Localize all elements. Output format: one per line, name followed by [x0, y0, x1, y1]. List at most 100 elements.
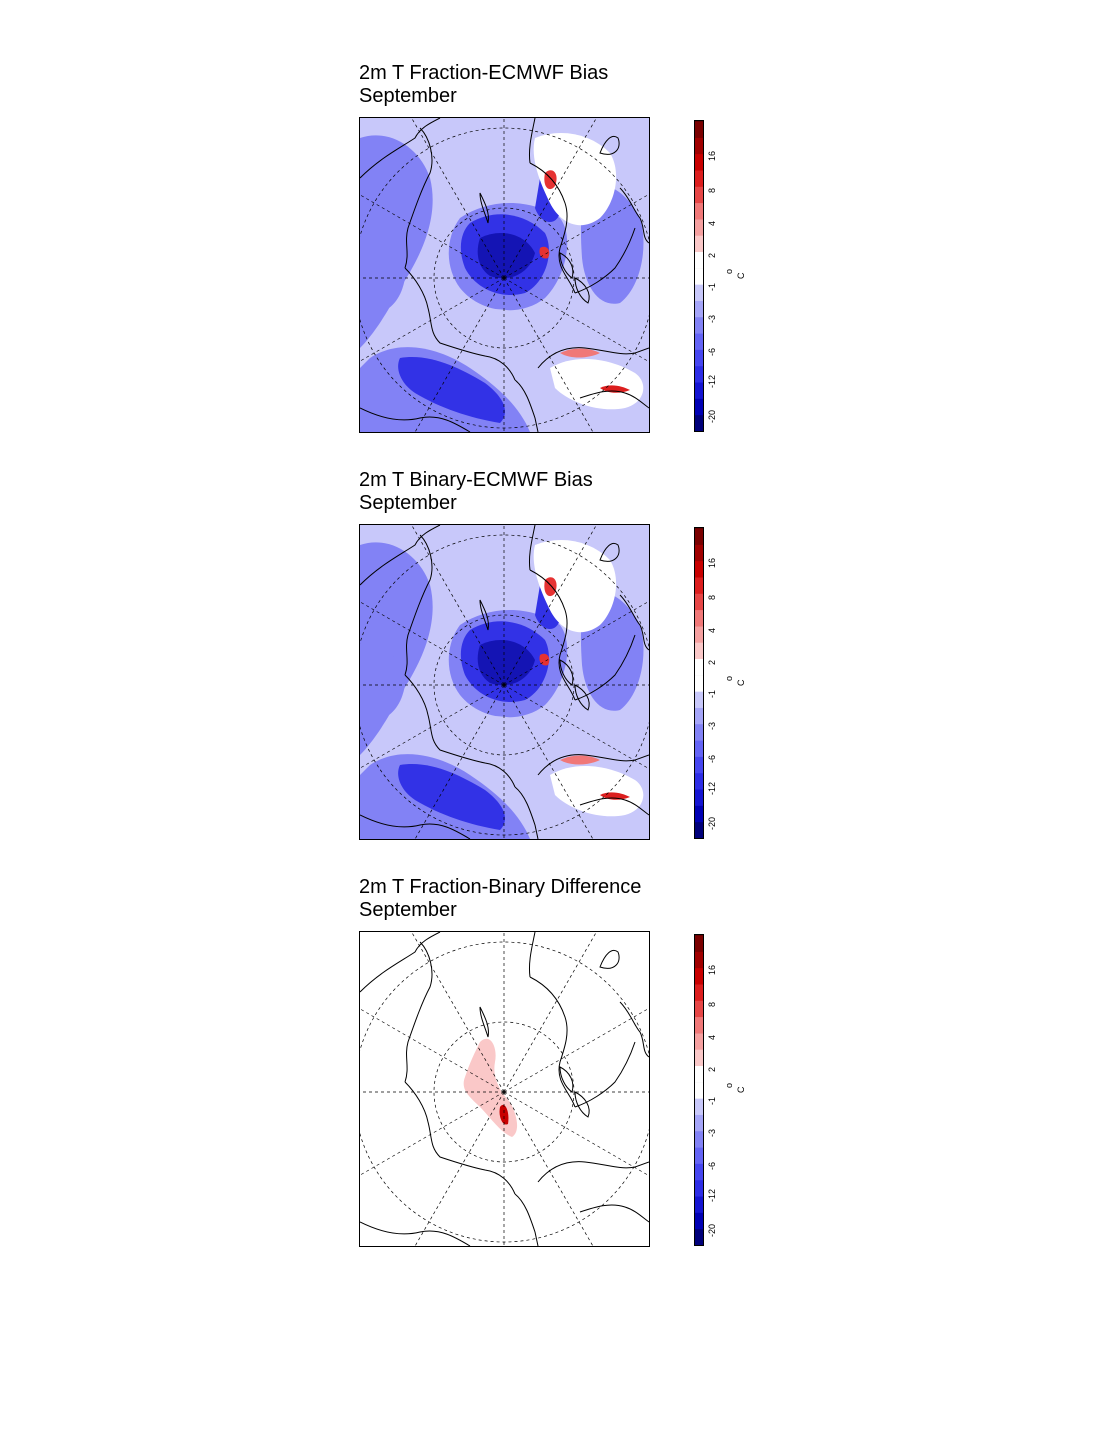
coastline: [559, 252, 574, 279]
coastline: [574, 634, 636, 701]
warm-bias-spot: [544, 577, 557, 597]
colorbar-segment: [695, 1179, 703, 1197]
coastline: [404, 534, 433, 676]
coastline: [404, 1081, 516, 1195]
colorbar-tick-label: 4: [707, 220, 717, 226]
difference-field-base: [360, 932, 649, 1246]
coastline: [574, 1041, 636, 1108]
colorbar-tick-label: 8: [707, 188, 717, 194]
polar-map: [359, 524, 650, 840]
coastline: [537, 754, 649, 776]
colorbar-segment: [695, 1000, 703, 1018]
coastline: [619, 1001, 649, 1058]
colorbar-segment: [695, 267, 703, 285]
colorbar-tick-label: 8: [707, 595, 717, 601]
meridian-line: [503, 600, 649, 686]
colorbar-segment: [695, 576, 703, 594]
colorbar-segment: [695, 707, 703, 725]
coastline: [529, 932, 536, 978]
colorbar-segment: [695, 625, 703, 643]
colorbar-segment: [695, 1065, 703, 1083]
colorbar-tick-label: -6: [707, 1161, 717, 1170]
meridian-line: [411, 932, 505, 1093]
bias-neutral-fill: [533, 540, 617, 633]
colorbar-segment: [695, 642, 703, 660]
coastline: [574, 227, 636, 294]
colorbar-segment: [695, 1163, 703, 1181]
coastline: [599, 542, 620, 562]
coastline: [579, 797, 649, 816]
colorbar-segment: [695, 821, 703, 838]
colorbar-tick-label: 8: [707, 1002, 717, 1008]
coastline: [360, 1221, 471, 1246]
bias-light-fill: [465, 309, 550, 353]
colorbar-tick-label: -3: [707, 722, 717, 731]
coastline: [599, 135, 620, 155]
coastline: [537, 347, 649, 369]
coastline: [360, 932, 441, 993]
coastline: [599, 949, 620, 969]
colorbar-segment: [695, 609, 703, 627]
polar-map: [359, 117, 650, 433]
coastline: [619, 594, 649, 651]
bias-neutral-fill: [533, 133, 617, 226]
colorbar-segment: [695, 593, 703, 611]
coastline: [479, 192, 489, 224]
coastline: [404, 941, 433, 1083]
coastline: [579, 1204, 649, 1223]
colorbar-segment: [695, 740, 703, 757]
colorbar-svg: [695, 121, 703, 431]
colorbar-segment: [695, 414, 703, 431]
colorbar: [694, 120, 704, 432]
panel-fraction-binary-difference: 2m T Fraction-Binary Difference Septembe…: [0, 814, 1105, 1247]
colorbar-tick-label: -3: [707, 315, 717, 324]
colorbar-segment: [695, 121, 703, 138]
colorbar-tick-label: -6: [707, 754, 717, 763]
colorbar: [694, 527, 704, 839]
coastline: [360, 525, 441, 586]
warm-bias-spot: [560, 348, 600, 358]
meridian-line: [360, 1091, 505, 1176]
colorbar-segment: [695, 805, 703, 823]
colorbar-segment: [695, 316, 703, 334]
bias-core-fill: [398, 357, 505, 423]
title-line-2: September: [359, 492, 457, 514]
title-line-1: 2m T Fraction-ECMWF Bias: [359, 62, 609, 84]
map-svg: [360, 932, 649, 1246]
colorbar-unit-label: C: [736, 679, 746, 687]
colorbar-tick-label: 2: [707, 1067, 717, 1073]
colorbar-segment: [695, 967, 703, 985]
colorbar-tick-label: -1: [707, 282, 717, 291]
colorbar-segment: [695, 1228, 703, 1245]
colorbar-segment: [695, 1212, 703, 1230]
colorbar-segment: [695, 251, 703, 269]
colorbar-segment: [695, 186, 703, 204]
colorbar-tick-label: -1: [707, 689, 717, 698]
colorbar-segment: [695, 723, 703, 741]
title-line-2: September: [359, 899, 457, 921]
meridian-line: [414, 684, 505, 839]
warm-bias-spot: [539, 246, 550, 259]
panel-title: 2m T Fraction-ECMWF Bias September: [359, 62, 608, 108]
meridian-line: [360, 684, 505, 769]
meridian-line: [503, 932, 597, 1093]
colorbar-unit-label: C: [736, 1086, 746, 1094]
title-line-1: 2m T Binary-ECMWF Bias: [359, 469, 593, 491]
colorbar-tick-label: 4: [707, 1034, 717, 1040]
panel-title: 2m T Fraction-Binary Difference Septembe…: [359, 876, 641, 922]
colorbar-segment: [695, 333, 703, 350]
colorbar-segment: [695, 284, 703, 301]
colorbar-tick-label: -3: [707, 1129, 717, 1138]
colorbar-segment: [695, 983, 703, 1001]
meridian-line: [503, 525, 597, 686]
colorbar-segment: [695, 1147, 703, 1164]
colorbar-segment: [695, 235, 703, 253]
colorbar-segment: [695, 365, 703, 383]
polar-map: [359, 931, 650, 1247]
meridian-line: [503, 277, 594, 432]
bias-max-fill: [477, 640, 535, 686]
colorbar-segment: [695, 756, 703, 774]
colorbar-segment: [695, 137, 703, 155]
colorbar: [694, 934, 704, 1246]
colorbar-tick-label: 16: [707, 150, 717, 161]
